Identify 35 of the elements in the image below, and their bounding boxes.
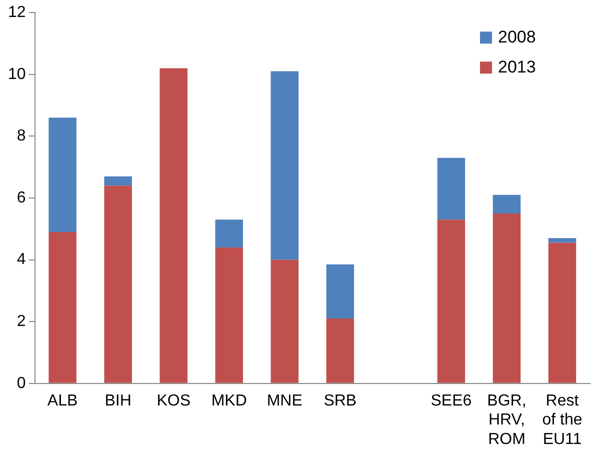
- x-tick-label: KOS: [156, 392, 190, 410]
- bar: [160, 68, 188, 383]
- y-tick-label: 2: [16, 313, 26, 330]
- x-tick-label: ALB: [47, 392, 78, 410]
- y-tick-label: 8: [16, 128, 26, 145]
- bar: [215, 247, 243, 383]
- bar: [326, 264, 354, 319]
- x-tick-label: MKD: [211, 392, 247, 410]
- legend-label: 2008: [498, 27, 536, 46]
- y-tick-label: 12: [8, 4, 26, 22]
- y-tick-label: 10: [8, 66, 26, 83]
- bar: [104, 186, 132, 383]
- x-tick-label: BGR, HRV, ROM: [487, 392, 526, 448]
- bar: [437, 220, 466, 383]
- bar: [326, 318, 354, 383]
- x-tick-label: Rest of the EU11: [542, 392, 582, 448]
- bar: [48, 118, 76, 232]
- bar: [215, 220, 243, 248]
- y-tick-label: 4: [16, 251, 26, 268]
- bar: [492, 194, 521, 214]
- y-tick-label: 0: [16, 374, 26, 392]
- bar: [270, 71, 299, 260]
- bar: [104, 176, 132, 186]
- bar: [492, 213, 521, 383]
- bar: [270, 260, 299, 383]
- bar: [548, 242, 576, 383]
- bar: [48, 232, 76, 383]
- bar: [548, 238, 576, 243]
- x-tick-label: MNE: [266, 392, 302, 410]
- x-tick-label: SEE6: [430, 392, 472, 410]
- legend-label: 2013: [498, 57, 536, 76]
- x-tick-label: SRB: [324, 392, 357, 410]
- x-tick-label: BIH: [104, 392, 132, 410]
- bar: [437, 158, 466, 220]
- y-tick-label: 6: [16, 189, 26, 206]
